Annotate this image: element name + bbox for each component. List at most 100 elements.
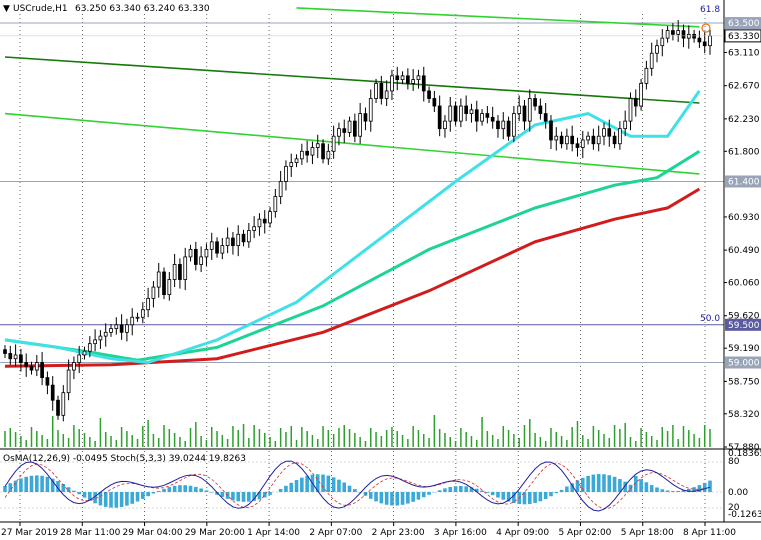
- candle-body: [708, 35, 712, 47]
- time-tick-label: 4 Apr 09:00: [496, 528, 549, 538]
- osma-bar: [236, 492, 241, 502]
- candle-body: [299, 150, 304, 160]
- trend-lines: [0, 7, 724, 364]
- osma-bar: [496, 492, 500, 498]
- osma-bar: [24, 476, 29, 492]
- candle-body: [384, 90, 389, 99]
- candle-body: [284, 165, 288, 182]
- osma-bar: [655, 487, 659, 492]
- osma-bar: [252, 492, 256, 501]
- osma-bar: [88, 492, 92, 501]
- price-tick-label: 63.110: [728, 48, 760, 58]
- candle-body: [140, 309, 145, 318]
- osma-bar: [268, 492, 272, 495]
- time-tick-label: 27 Mar 2019: [1, 528, 58, 538]
- candle-body: [231, 237, 235, 246]
- candle-body: [512, 113, 516, 137]
- candle-body: [331, 135, 336, 152]
- osma-bar: [231, 492, 235, 501]
- osma-bar: [421, 492, 426, 498]
- candle-body: [3, 349, 7, 354]
- osma-bar: [220, 492, 225, 497]
- candle-body: [649, 52, 654, 69]
- candle-body: [506, 120, 511, 137]
- osma-bar: [72, 490, 76, 492]
- osma-bar: [278, 488, 283, 492]
- osma-bar: [146, 492, 150, 497]
- candle-body: [686, 33, 691, 39]
- indicator-scale-label: 20: [728, 503, 740, 513]
- candle-body: [225, 237, 230, 246]
- candle-body: [453, 105, 458, 122]
- stoch-main-line: [4, 460, 711, 512]
- chart-symbol: USCrude,H1: [13, 4, 68, 14]
- osma-bar: [437, 490, 442, 492]
- osma-bar: [331, 477, 336, 492]
- osma-bar: [125, 492, 129, 506]
- channel-line: [4, 112, 700, 175]
- candle-body: [406, 75, 410, 84]
- candle-body: [681, 30, 686, 39]
- osma-bar: [82, 492, 87, 498]
- ema-mid-line: [4, 150, 701, 362]
- candle-body: [151, 286, 156, 299]
- osma-bar: [480, 490, 484, 492]
- candle-body: [204, 248, 209, 258]
- osma-bar: [469, 487, 474, 492]
- candle-body: [246, 230, 251, 243]
- candle-body: [660, 37, 665, 47]
- candle-body: [273, 196, 278, 213]
- osma-bar: [443, 488, 447, 492]
- indicator-panel: [0, 448, 761, 512]
- candle-body: [34, 362, 39, 371]
- candle-body: [565, 135, 569, 145]
- osma-bar: [353, 489, 357, 492]
- osma-bar: [485, 492, 490, 493]
- osma-bar: [109, 492, 113, 508]
- candle-body: [45, 377, 50, 386]
- candles: [3, 20, 712, 422]
- candle-body: [82, 350, 87, 356]
- candle-body: [676, 30, 681, 35]
- candle-body: [522, 105, 527, 122]
- moving-averages: [4, 90, 701, 368]
- candle-body: [162, 271, 166, 296]
- osma-bar: [570, 483, 574, 492]
- candle-body: [411, 79, 416, 84]
- osma-bar: [676, 490, 680, 492]
- candle-body: [146, 297, 150, 311]
- osma-bar: [565, 486, 569, 492]
- candle-body: [437, 105, 442, 130]
- level-tag-label: 59.000: [728, 359, 760, 369]
- osma-bar: [416, 492, 421, 500]
- candle-body: [167, 279, 172, 296]
- osma-bar: [358, 492, 362, 493]
- channel-line: [4, 56, 700, 104]
- osma-bar: [35, 475, 39, 492]
- osma-bar: [596, 474, 601, 492]
- osma-bar: [19, 478, 23, 492]
- candle-body: [29, 365, 34, 371]
- candle-body: [66, 369, 71, 394]
- fib-50-label: 50.0: [700, 314, 720, 324]
- price-tick-label: 59.620: [728, 312, 760, 322]
- osma-bar: [697, 485, 702, 492]
- osma-bar: [114, 492, 119, 508]
- candle-body: [321, 143, 325, 160]
- level-tag-label: 59.500: [728, 321, 760, 331]
- osma-bar: [522, 492, 527, 505]
- candle-body: [24, 362, 29, 367]
- candle-body: [305, 150, 309, 156]
- candle-body: [262, 218, 267, 224]
- candle-body: [432, 98, 437, 107]
- current-price-tag: [724, 29, 761, 43]
- current-price-label: 63.330: [728, 32, 760, 42]
- osma-bar: [8, 483, 13, 492]
- candle-body: [61, 392, 66, 416]
- candle-body: [459, 105, 463, 122]
- candle-body: [586, 135, 590, 141]
- candle-body: [496, 120, 500, 130]
- price-tick-label: 59.190: [728, 344, 760, 354]
- candle-body: [612, 135, 617, 145]
